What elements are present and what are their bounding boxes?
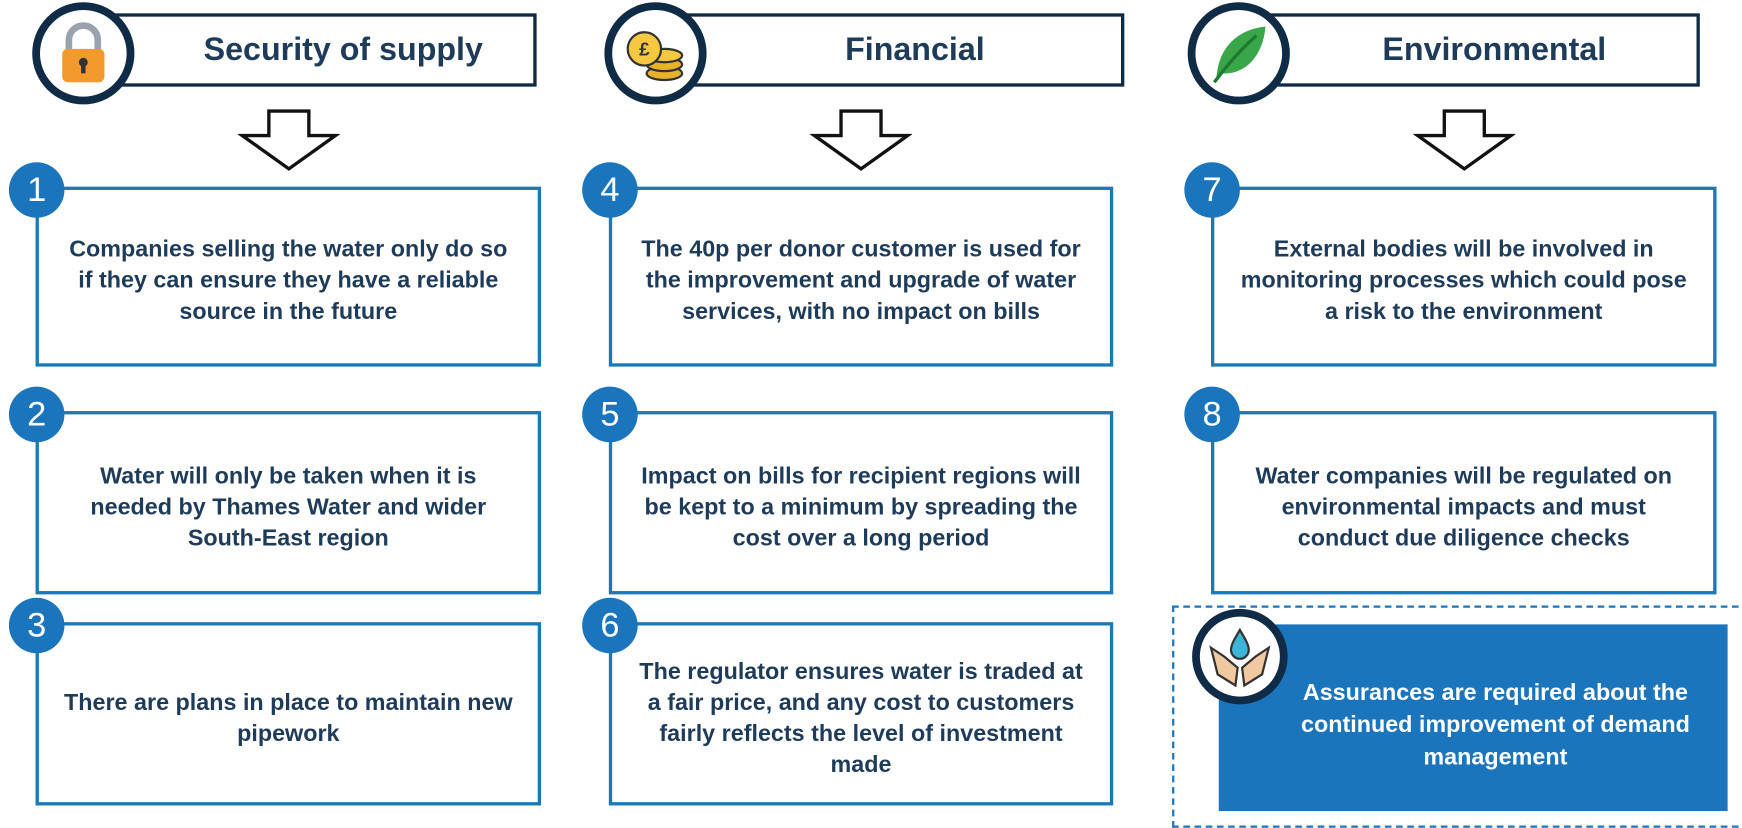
column-header: Environmental <box>1244 13 1700 87</box>
statement-box: There are plans in place to maintain new… <box>35 622 542 806</box>
statement-box: Companies selling the water only do so i… <box>35 186 542 367</box>
header-icon: £ <box>604 2 707 105</box>
page: {"columns": [ {"title": "Security of sup… <box>8 2 1742 828</box>
column-header: Security of supply <box>105 13 537 87</box>
header-icon <box>1187 2 1290 105</box>
statement-box: Impact on bills for recipient regions wi… <box>608 411 1114 595</box>
statement-box: External bodies will be involved in moni… <box>1210 186 1717 367</box>
callout: Assurances are required about the contin… <box>1218 624 1728 812</box>
statement-number: 2 <box>8 386 65 443</box>
statement-number: 6 <box>582 597 638 654</box>
down-arrow <box>1411 109 1516 177</box>
svg-text:£: £ <box>639 40 650 61</box>
statement-number: 5 <box>582 386 638 443</box>
statement-box: Water companies will be regulated on env… <box>1210 411 1717 595</box>
down-arrow <box>809 109 913 177</box>
statement-number: 7 <box>1184 162 1240 218</box>
column-header: Financial <box>661 13 1125 87</box>
statement-box: The regulator ensures water is traded at… <box>608 622 1114 806</box>
down-arrow <box>236 109 341 177</box>
statement-number: 1 <box>8 162 65 218</box>
statement-number: 8 <box>1184 386 1240 443</box>
diagram: Assurances are required about the contin… <box>8 2 1742 828</box>
statement-box: The 40p per donor customer is used for t… <box>608 186 1114 367</box>
statement-number: 4 <box>582 162 638 218</box>
statement-number: 3 <box>8 597 65 654</box>
header-icon <box>32 2 135 105</box>
callout-icon <box>1192 608 1288 705</box>
statement-box: Water will only be taken when it is need… <box>35 411 542 595</box>
